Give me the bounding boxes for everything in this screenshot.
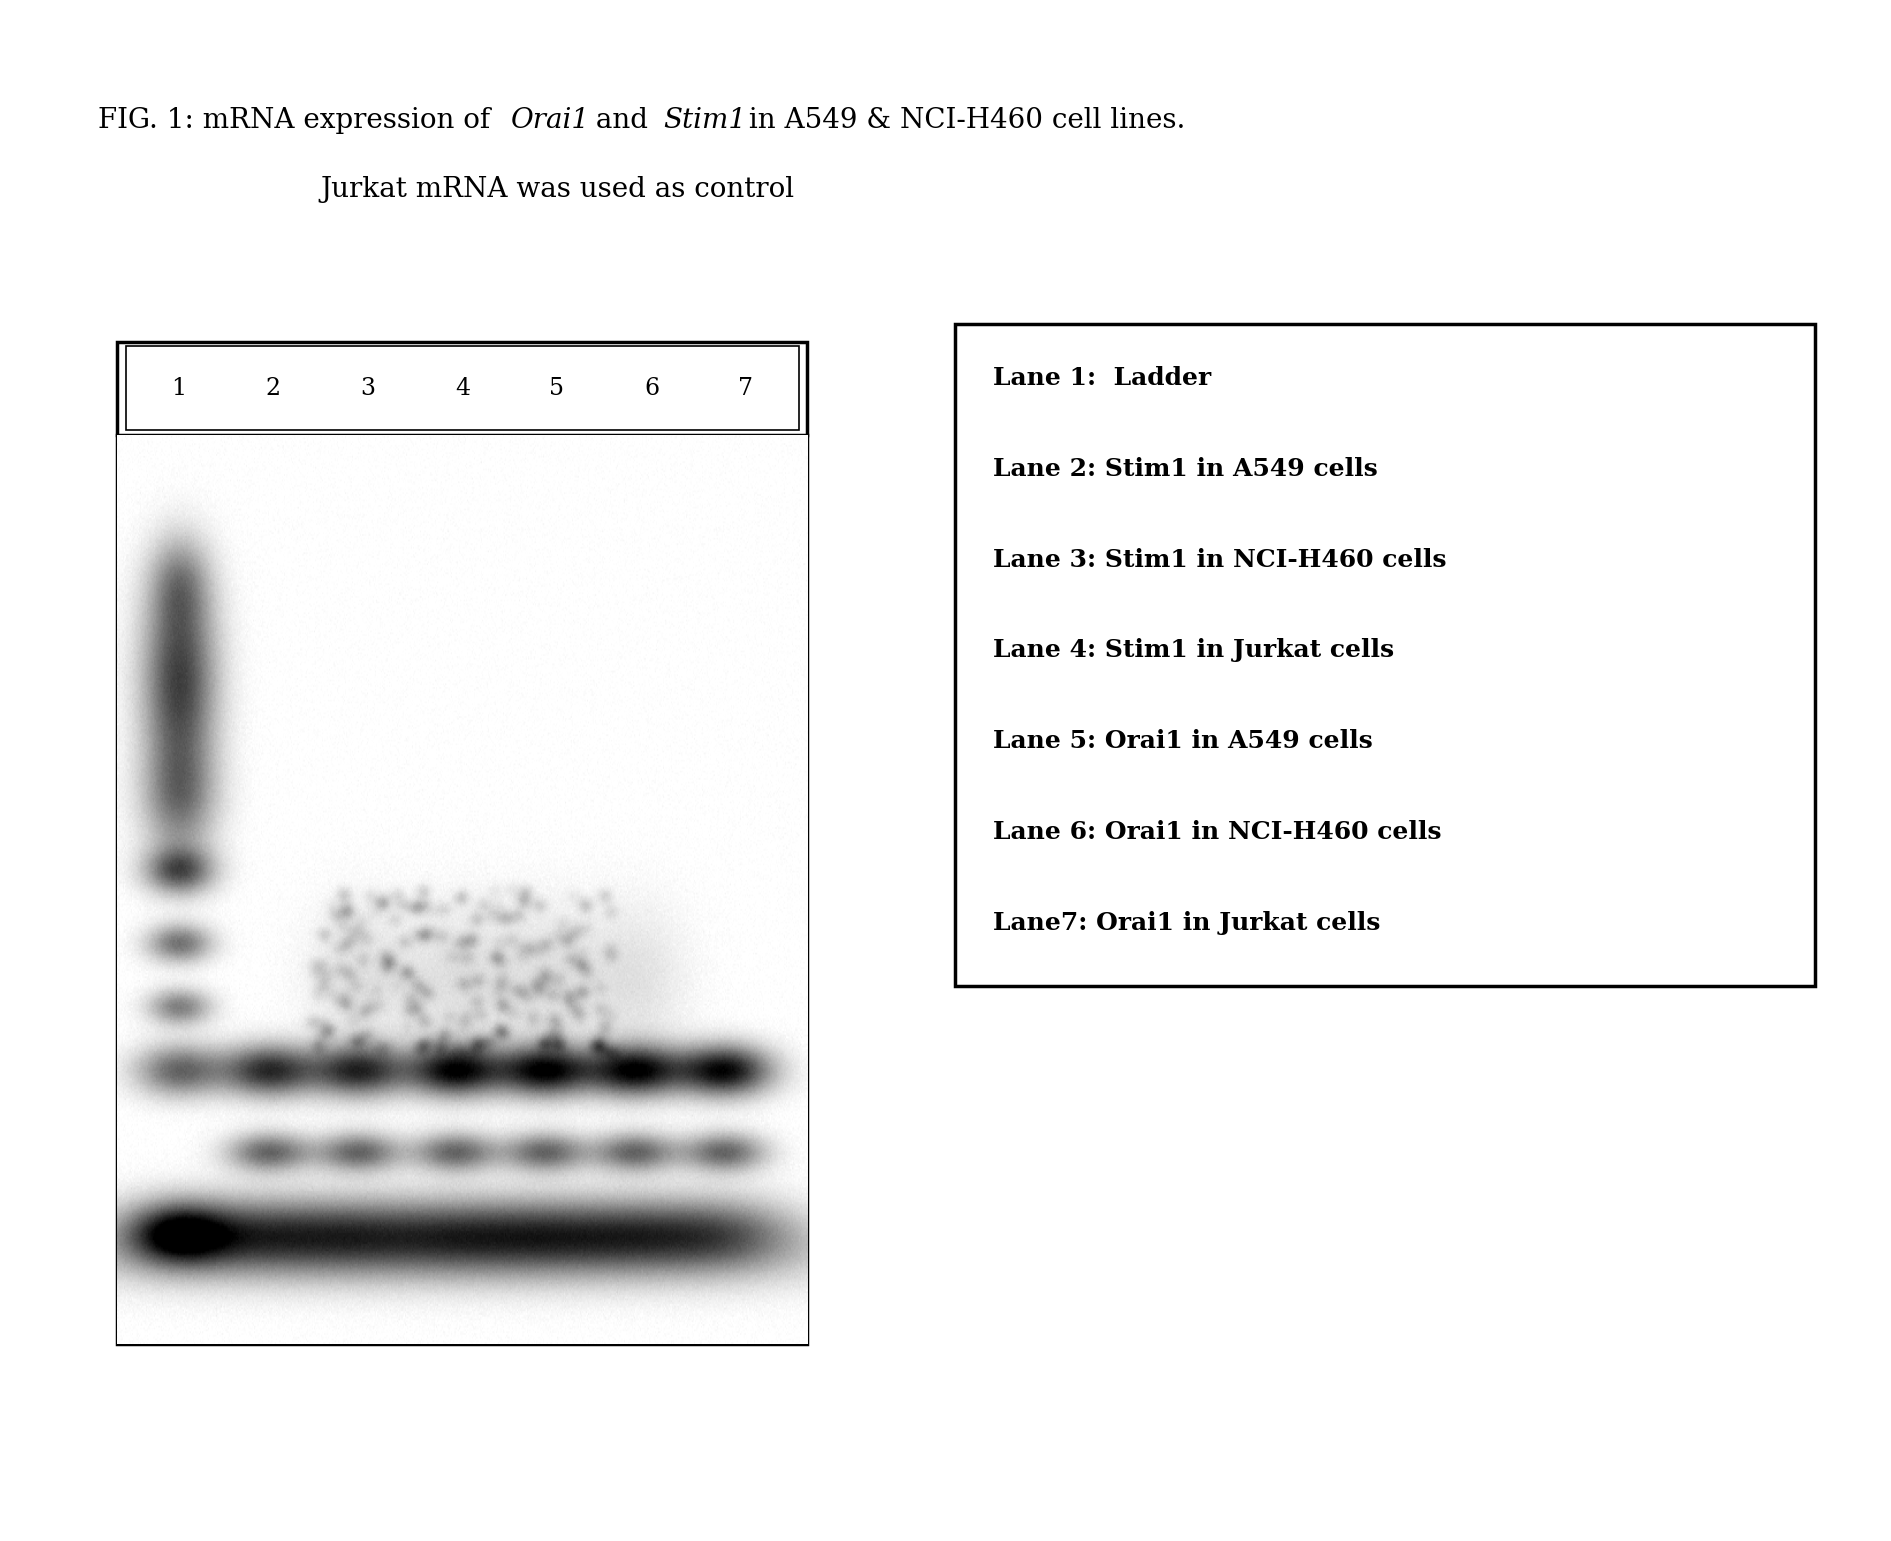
Text: Lane 6: Orai1 in NCI-H460 cells: Lane 6: Orai1 in NCI-H460 cells: [993, 820, 1441, 844]
Text: Lane 2: Stim1 in A549 cells: Lane 2: Stim1 in A549 cells: [993, 456, 1377, 481]
Text: in A549 & NCI-H460 cell lines.: in A549 & NCI-H460 cell lines.: [739, 106, 1186, 134]
Bar: [955, 324, 1815, 986]
Text: FIG. 1: mRNA expression of: FIG. 1: mRNA expression of: [98, 106, 499, 134]
Text: Lane 1:  Ladder: Lane 1: Ladder: [993, 367, 1210, 390]
Text: Jurkat mRNA was used as control: Jurkat mRNA was used as control: [321, 176, 794, 203]
Text: Lane 3: Stim1 in NCI-H460 cells: Lane 3: Stim1 in NCI-H460 cells: [993, 547, 1447, 572]
Text: Stim1: Stim1: [664, 106, 747, 134]
Text: 7: 7: [739, 378, 753, 399]
Text: 1: 1: [172, 378, 185, 399]
Text: Lane7: Orai1 in Jurkat cells: Lane7: Orai1 in Jurkat cells: [993, 911, 1380, 935]
Text: 5: 5: [550, 378, 564, 399]
Text: 4: 4: [456, 378, 469, 399]
Bar: [125, 347, 798, 430]
Text: 6: 6: [645, 378, 658, 399]
Bar: [117, 342, 807, 435]
Text: 3: 3: [361, 378, 374, 399]
Text: 2: 2: [267, 378, 280, 399]
Text: Lane 4: Stim1 in Jurkat cells: Lane 4: Stim1 in Jurkat cells: [993, 638, 1394, 663]
Text: and: and: [588, 106, 658, 134]
Text: Orai1: Orai1: [511, 106, 590, 134]
Text: Lane 5: Orai1 in A549 cells: Lane 5: Orai1 in A549 cells: [993, 729, 1373, 754]
Bar: [117, 435, 807, 1344]
